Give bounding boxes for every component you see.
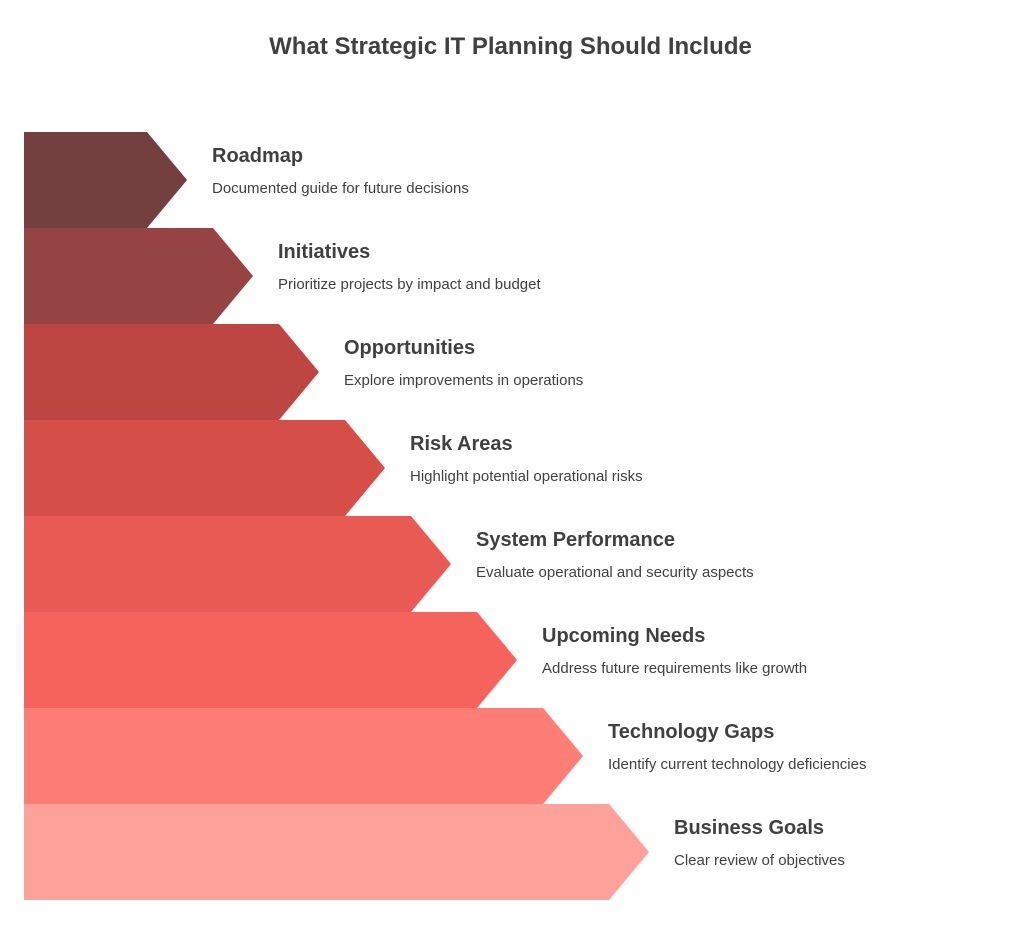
step-title: Business Goals	[674, 817, 825, 839]
step-description: Address future requirements like growth	[542, 660, 808, 677]
step-title: Technology Gaps	[608, 721, 775, 743]
step-arrow-roadmap	[24, 132, 187, 228]
step-title: Upcoming Needs	[542, 625, 706, 647]
step-label-risk-areas: Risk Areas Highlight potential operationa…	[410, 432, 643, 486]
step-label-business-goals: Business Goals Clear review of objectives	[674, 816, 845, 870]
step-label-opportunities: Opportunities Explore improvements in ope…	[344, 336, 583, 390]
step-title: System Performance	[476, 529, 675, 551]
step-description: Documented guide for future decisions	[212, 180, 469, 197]
step-arrow-opportunities	[24, 324, 319, 420]
step-description: Explore improvements in operations	[344, 372, 584, 389]
step-description: Identify current technology deficiencies	[608, 756, 867, 773]
step-label-upcoming-needs: Upcoming Needs Address future requirement…	[542, 624, 807, 678]
step-label-initiatives: Initiatives Prioritize projects by impact…	[278, 240, 541, 294]
step-title: Risk Areas	[410, 433, 513, 455]
diagram-title: What Strategic IT Planning Should Includ…	[269, 33, 752, 60]
step-label-technology-gaps: Technology Gaps Identify current technolo…	[608, 720, 866, 774]
step-description: Highlight potential operational risks	[410, 468, 643, 485]
step-arrow-system-performance	[24, 516, 451, 612]
step-label-system-performance: System Performance Evaluate operational a…	[476, 528, 754, 582]
step-arrow-risk-areas	[24, 420, 385, 516]
step-title: Opportunities	[344, 337, 476, 359]
step-description: Evaluate operational and security aspect…	[476, 564, 754, 581]
step-title: Roadmap	[212, 145, 304, 167]
step-arrow-business-goals	[24, 804, 649, 900]
step-description: Clear review of objectives	[674, 852, 845, 869]
step-arrow-technology-gaps	[24, 708, 583, 804]
step-title: Initiatives	[278, 241, 371, 263]
step-arrow-upcoming-needs	[24, 612, 517, 708]
step-description: Prioritize projects by impact and budget	[278, 276, 541, 293]
step-arrow-initiatives	[24, 228, 253, 324]
step-label-roadmap: Roadmap Documented guide for future decis…	[212, 144, 469, 198]
